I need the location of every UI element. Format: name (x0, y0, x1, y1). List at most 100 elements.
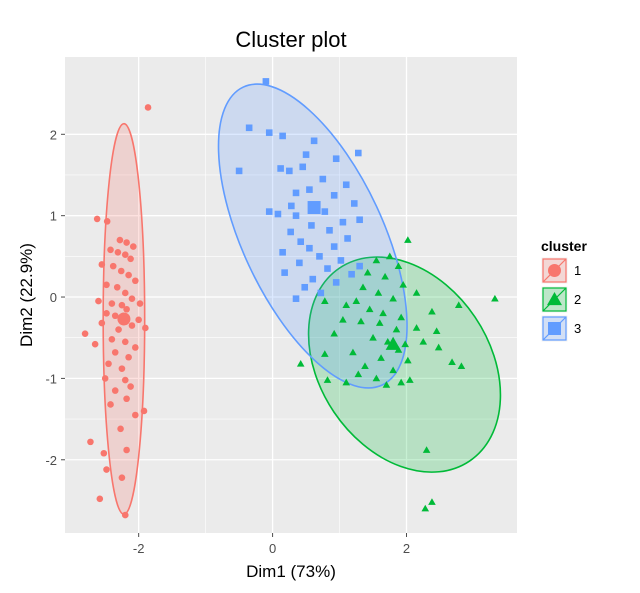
cluster-2-point (428, 498, 436, 505)
legend-key-3 (540, 314, 569, 343)
cluster-3-point (319, 175, 327, 183)
cluster-2-point (374, 289, 383, 296)
cluster-3-point (310, 137, 318, 145)
cluster-3-point (281, 269, 288, 276)
cluster-3-point (317, 289, 325, 297)
cluster-3-point (265, 208, 273, 215)
cluster-2-point (323, 376, 332, 383)
cluster-1-point (121, 289, 129, 297)
cluster-1-point (81, 330, 89, 337)
cluster-3-point (297, 238, 305, 246)
cluster-1-point (144, 104, 152, 111)
cluster-1-point (111, 387, 119, 394)
cluster-1-point (127, 255, 134, 263)
x-tick-label: 2 (403, 541, 410, 556)
cluster-1-point (103, 281, 110, 289)
cluster-1-point (127, 383, 134, 390)
legend-key-2 (540, 285, 569, 314)
cluster-2-point (363, 268, 372, 276)
y-tick-label: 1 (50, 209, 57, 224)
cluster-2-point (401, 340, 409, 348)
cluster-1-point (132, 277, 139, 285)
cluster-3-point (287, 228, 294, 236)
cluster-2-point (421, 504, 430, 512)
cluster-3-point (288, 202, 295, 210)
legend-key-marker (548, 264, 561, 277)
cluster-1-point (93, 215, 101, 223)
cluster-1-point (113, 283, 121, 291)
cluster-2-point (372, 374, 381, 382)
cluster-3-point (330, 243, 338, 250)
x-axis-label: Dim1 (73%) (246, 562, 336, 581)
cluster-1-point (114, 248, 122, 256)
cluster-3-point (286, 167, 293, 175)
cluster-1-point (91, 340, 99, 348)
cluster-1-point (123, 395, 130, 403)
cluster-2-point (359, 283, 367, 291)
cluster-2-point (389, 366, 397, 374)
cluster-1-point (136, 300, 144, 307)
legend-label: 3 (574, 321, 581, 336)
cluster-1-point (107, 401, 114, 408)
cluster-2-point (397, 313, 405, 321)
chart-title: Cluster plot (235, 27, 346, 52)
cluster-2-point (428, 307, 436, 315)
y-tick-label: -1 (45, 371, 57, 386)
cluster-3-point (309, 275, 317, 283)
cluster-ellipses (102, 83, 502, 516)
cluster-3-point (350, 200, 358, 207)
cluster-2-point (354, 370, 363, 378)
cluster-1-point (123, 446, 130, 454)
cluster-1-point (125, 271, 132, 279)
cluster-2-point (422, 446, 431, 453)
y-axis: -2 -1 0 1 2 (45, 127, 65, 468)
x-tick-label: -2 (133, 541, 145, 556)
cluster-3-point (265, 129, 273, 136)
cluster-2-point (491, 294, 499, 302)
cluster-3-point (342, 181, 350, 189)
cluster-3-point (308, 222, 315, 229)
cluster-1-point (118, 474, 126, 481)
cluster-2-point (321, 297, 329, 304)
cluster-1-point (135, 316, 142, 324)
legend-key-marker (547, 292, 562, 306)
cluster-3-point (348, 270, 355, 278)
cluster-1-point (101, 375, 109, 382)
cluster-2-point (369, 333, 377, 341)
cluster-2-point (377, 354, 385, 361)
cluster-3-point (324, 265, 331, 272)
plot-panel (65, 57, 517, 533)
cluster-2-point (404, 356, 412, 364)
cluster-3-point (326, 227, 333, 234)
cluster-1-point (123, 239, 130, 246)
cluster-2-point (365, 305, 374, 313)
cluster-1-point (117, 267, 125, 275)
x-axis: -2 0 2 (133, 533, 410, 556)
cluster-3-point (306, 186, 313, 193)
cluster-3-point (330, 192, 338, 199)
cluster-3-center (307, 201, 321, 215)
cluster-1-point (123, 305, 130, 313)
cluster-2-center (385, 336, 401, 350)
cluster-2-point (394, 262, 403, 269)
cluster-1-point (142, 324, 149, 332)
cluster-1-point (108, 300, 116, 307)
cluster-1-point (107, 246, 114, 254)
cluster-3-point (279, 132, 286, 140)
cluster-1-point (121, 376, 129, 384)
cluster-3-point (299, 163, 307, 171)
cluster-3-point (292, 189, 300, 197)
cluster-3-point (332, 155, 340, 163)
cluster-2-point (406, 376, 414, 383)
cluster-1-point (103, 218, 111, 225)
cluster-1-point (111, 349, 119, 356)
cluster-1-point (128, 322, 136, 329)
cluster-3-point (292, 295, 300, 302)
cluster-2-point (361, 362, 369, 370)
legend: cluster 1 2 3 (540, 238, 587, 343)
cluster-2-point (375, 319, 384, 326)
cluster-3-point (302, 151, 310, 158)
cluster-1-point (116, 236, 124, 244)
cluster-1-point (98, 319, 106, 327)
